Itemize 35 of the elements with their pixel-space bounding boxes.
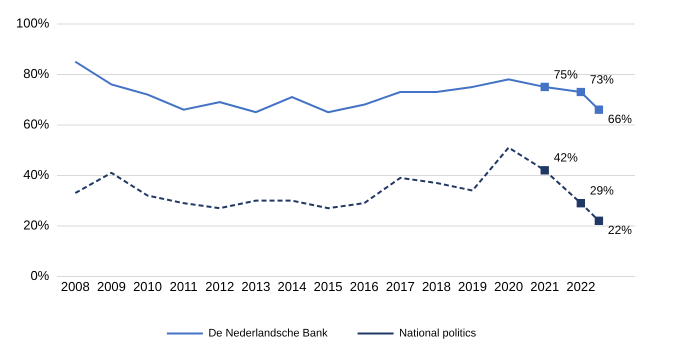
legend-label: De Nederlandsche Bank (208, 328, 328, 340)
x-tick-label: 2014 (278, 278, 306, 294)
x-tick-label: 2016 (350, 278, 379, 294)
y-tick-label: 80% (23, 66, 50, 81)
x-tick-label: 2010 (133, 278, 162, 294)
x-tick-label: 2013 (241, 278, 270, 294)
x-tick-label: 2015 (314, 278, 343, 294)
x-tick-label: 2017 (386, 278, 415, 294)
point (540, 166, 549, 174)
x-tick-label: 2022 (566, 278, 596, 294)
data-label: 73% (590, 72, 614, 86)
point (540, 82, 549, 92)
y-tick-label: 100% (16, 15, 50, 30)
data-label: 42% (554, 150, 578, 165)
legend-label: National politics (399, 328, 477, 340)
y-tick-label: 60% (23, 116, 50, 132)
y-tick-label: 0% (30, 268, 50, 283)
x-tick-label: 2009 (96, 278, 126, 294)
point (576, 88, 586, 96)
data-label: 29% (590, 183, 614, 198)
x-tick-label: 2019 (458, 278, 487, 294)
x-tick-label: 2008 (60, 278, 90, 294)
y-tick-label: 40% (23, 166, 50, 182)
x-tick-label: 2011 (170, 278, 198, 294)
y-tick-label: 20% (23, 217, 50, 232)
x-tick-label: 2020 (494, 278, 524, 294)
data-label: 66% (608, 112, 632, 126)
x-tick-label: 2021 (530, 278, 560, 294)
data-label: 75% (554, 67, 578, 82)
x-tick-label: 2018 (422, 278, 451, 294)
data-label: 22% (608, 223, 632, 238)
x-tick-label: 2012 (205, 278, 234, 294)
point (594, 216, 604, 226)
point (594, 106, 604, 114)
point (576, 198, 586, 208)
